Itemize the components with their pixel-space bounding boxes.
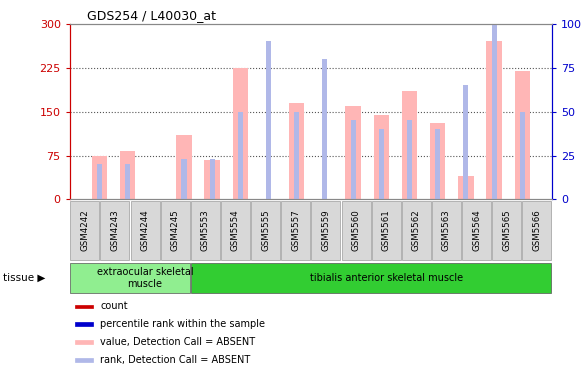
Bar	[430, 123, 446, 199]
Bar	[210, 159, 215, 199]
Bar	[97, 164, 102, 199]
Text: GSM5565: GSM5565	[502, 210, 511, 251]
Text: GSM5560: GSM5560	[352, 210, 361, 251]
FancyBboxPatch shape	[522, 201, 551, 261]
FancyBboxPatch shape	[191, 263, 551, 293]
Bar	[232, 68, 248, 199]
Text: GSM5555: GSM5555	[261, 210, 270, 251]
FancyBboxPatch shape	[251, 201, 280, 261]
FancyBboxPatch shape	[492, 201, 521, 261]
Bar	[464, 85, 468, 199]
FancyBboxPatch shape	[281, 201, 310, 261]
FancyBboxPatch shape	[462, 201, 491, 261]
Text: GSM5559: GSM5559	[321, 210, 331, 251]
Text: extraocular skeletal
muscle: extraocular skeletal muscle	[97, 267, 193, 289]
Text: GSM4242: GSM4242	[80, 210, 89, 251]
Bar	[374, 115, 389, 199]
Bar	[486, 41, 502, 199]
Bar	[176, 135, 192, 199]
Text: GSM5554: GSM5554	[231, 210, 240, 251]
Bar	[205, 160, 220, 199]
Bar	[458, 176, 474, 199]
Bar	[345, 106, 361, 199]
Bar	[294, 112, 299, 199]
Text: count: count	[101, 301, 128, 311]
Text: GSM5563: GSM5563	[442, 210, 451, 251]
FancyBboxPatch shape	[311, 201, 340, 261]
Text: tissue ▶: tissue ▶	[3, 273, 45, 283]
FancyBboxPatch shape	[131, 201, 160, 261]
Text: value, Detection Call = ABSENT: value, Detection Call = ABSENT	[101, 337, 256, 347]
Text: GSM5553: GSM5553	[201, 210, 210, 251]
FancyBboxPatch shape	[161, 201, 189, 261]
Bar	[350, 120, 356, 199]
FancyBboxPatch shape	[432, 201, 461, 261]
Text: GSM4245: GSM4245	[171, 210, 180, 251]
Bar	[75, 322, 93, 326]
FancyBboxPatch shape	[372, 201, 401, 261]
Bar	[407, 120, 412, 199]
Bar	[379, 129, 384, 199]
Text: percentile rank within the sample: percentile rank within the sample	[101, 319, 266, 329]
Text: GSM5566: GSM5566	[532, 210, 541, 251]
FancyBboxPatch shape	[70, 201, 99, 261]
Bar	[75, 340, 93, 344]
Bar	[289, 103, 304, 199]
Bar	[322, 59, 328, 199]
Bar	[401, 91, 417, 199]
Bar	[266, 41, 271, 199]
FancyBboxPatch shape	[191, 201, 220, 261]
Text: GSM4243: GSM4243	[110, 210, 120, 251]
FancyBboxPatch shape	[70, 263, 189, 293]
Text: rank, Detection Call = ABSENT: rank, Detection Call = ABSENT	[101, 355, 250, 365]
Bar	[75, 305, 93, 308]
Bar	[492, 0, 497, 199]
FancyBboxPatch shape	[221, 201, 250, 261]
Text: GSM5562: GSM5562	[412, 210, 421, 251]
Bar	[181, 159, 187, 199]
Bar	[238, 112, 243, 199]
Bar	[515, 71, 530, 199]
FancyBboxPatch shape	[101, 201, 130, 261]
Text: GSM5557: GSM5557	[291, 210, 300, 251]
Bar	[520, 112, 525, 199]
FancyBboxPatch shape	[342, 201, 371, 261]
Text: tibialis anterior skeletal muscle: tibialis anterior skeletal muscle	[310, 273, 462, 283]
Bar	[125, 164, 130, 199]
Bar	[120, 152, 135, 199]
Bar	[75, 358, 93, 362]
Text: GDS254 / L40030_at: GDS254 / L40030_at	[87, 9, 216, 22]
Text: GSM5564: GSM5564	[472, 210, 481, 251]
Bar	[435, 129, 440, 199]
Text: GSM4244: GSM4244	[141, 210, 149, 251]
Bar	[92, 156, 107, 199]
Text: GSM5561: GSM5561	[382, 210, 390, 251]
FancyBboxPatch shape	[402, 201, 431, 261]
